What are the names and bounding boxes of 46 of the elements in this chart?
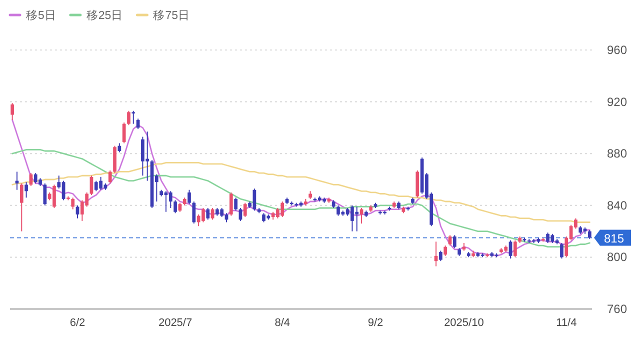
ref-line-label: 815	[604, 231, 624, 246]
candlestick	[10, 102, 14, 120]
candlestick	[108, 170, 112, 184]
candlestick	[560, 242, 564, 259]
candlestick	[508, 240, 512, 259]
candlestick	[588, 230, 592, 240]
x-tick-label: 2025/7	[158, 317, 192, 329]
candlestick	[174, 200, 177, 214]
y-tick-label: 880	[606, 146, 628, 161]
candlestick	[206, 207, 210, 220]
x-tick-label: 6/2	[70, 317, 86, 329]
x-tick-label: 2025/10	[444, 317, 484, 329]
legend-label: 移25日	[86, 9, 124, 22]
x-tick-label: 9/2	[368, 317, 384, 329]
x-tick-label: 11/4	[556, 317, 577, 329]
x-tick-label: 8/4	[274, 317, 290, 329]
y-tick-label: 960	[606, 43, 628, 57]
legend-label: 移75日	[153, 9, 190, 22]
candlestick	[43, 182, 47, 206]
candlestick	[448, 234, 452, 246]
line-series	[12, 119, 590, 257]
line-series	[12, 162, 590, 223]
candlestick	[188, 189, 191, 205]
candlestick	[229, 192, 233, 216]
candlestick	[178, 202, 182, 212]
candlestick	[20, 182, 24, 232]
candlestick	[24, 182, 28, 198]
candlestick	[71, 197, 75, 210]
candlestick	[118, 142, 122, 153]
y-tick-label: 800	[606, 250, 628, 264]
y-tick-label: 840	[606, 198, 628, 212]
candlestick	[452, 234, 456, 249]
candlestick	[514, 240, 517, 258]
legend-label: 移5日	[26, 9, 56, 22]
line-series	[12, 149, 590, 248]
candlestick	[168, 190, 172, 208]
y-tick-label: 760	[606, 302, 628, 316]
candlestick	[127, 110, 130, 126]
candlestick	[76, 204, 80, 219]
candlestick	[243, 202, 247, 218]
y-tick-label: 920	[606, 94, 628, 109]
candlestick	[439, 250, 442, 262]
candlestick	[234, 197, 238, 212]
candlestick	[192, 201, 196, 224]
candlestick	[132, 110, 136, 124]
candlestick	[444, 245, 448, 256]
